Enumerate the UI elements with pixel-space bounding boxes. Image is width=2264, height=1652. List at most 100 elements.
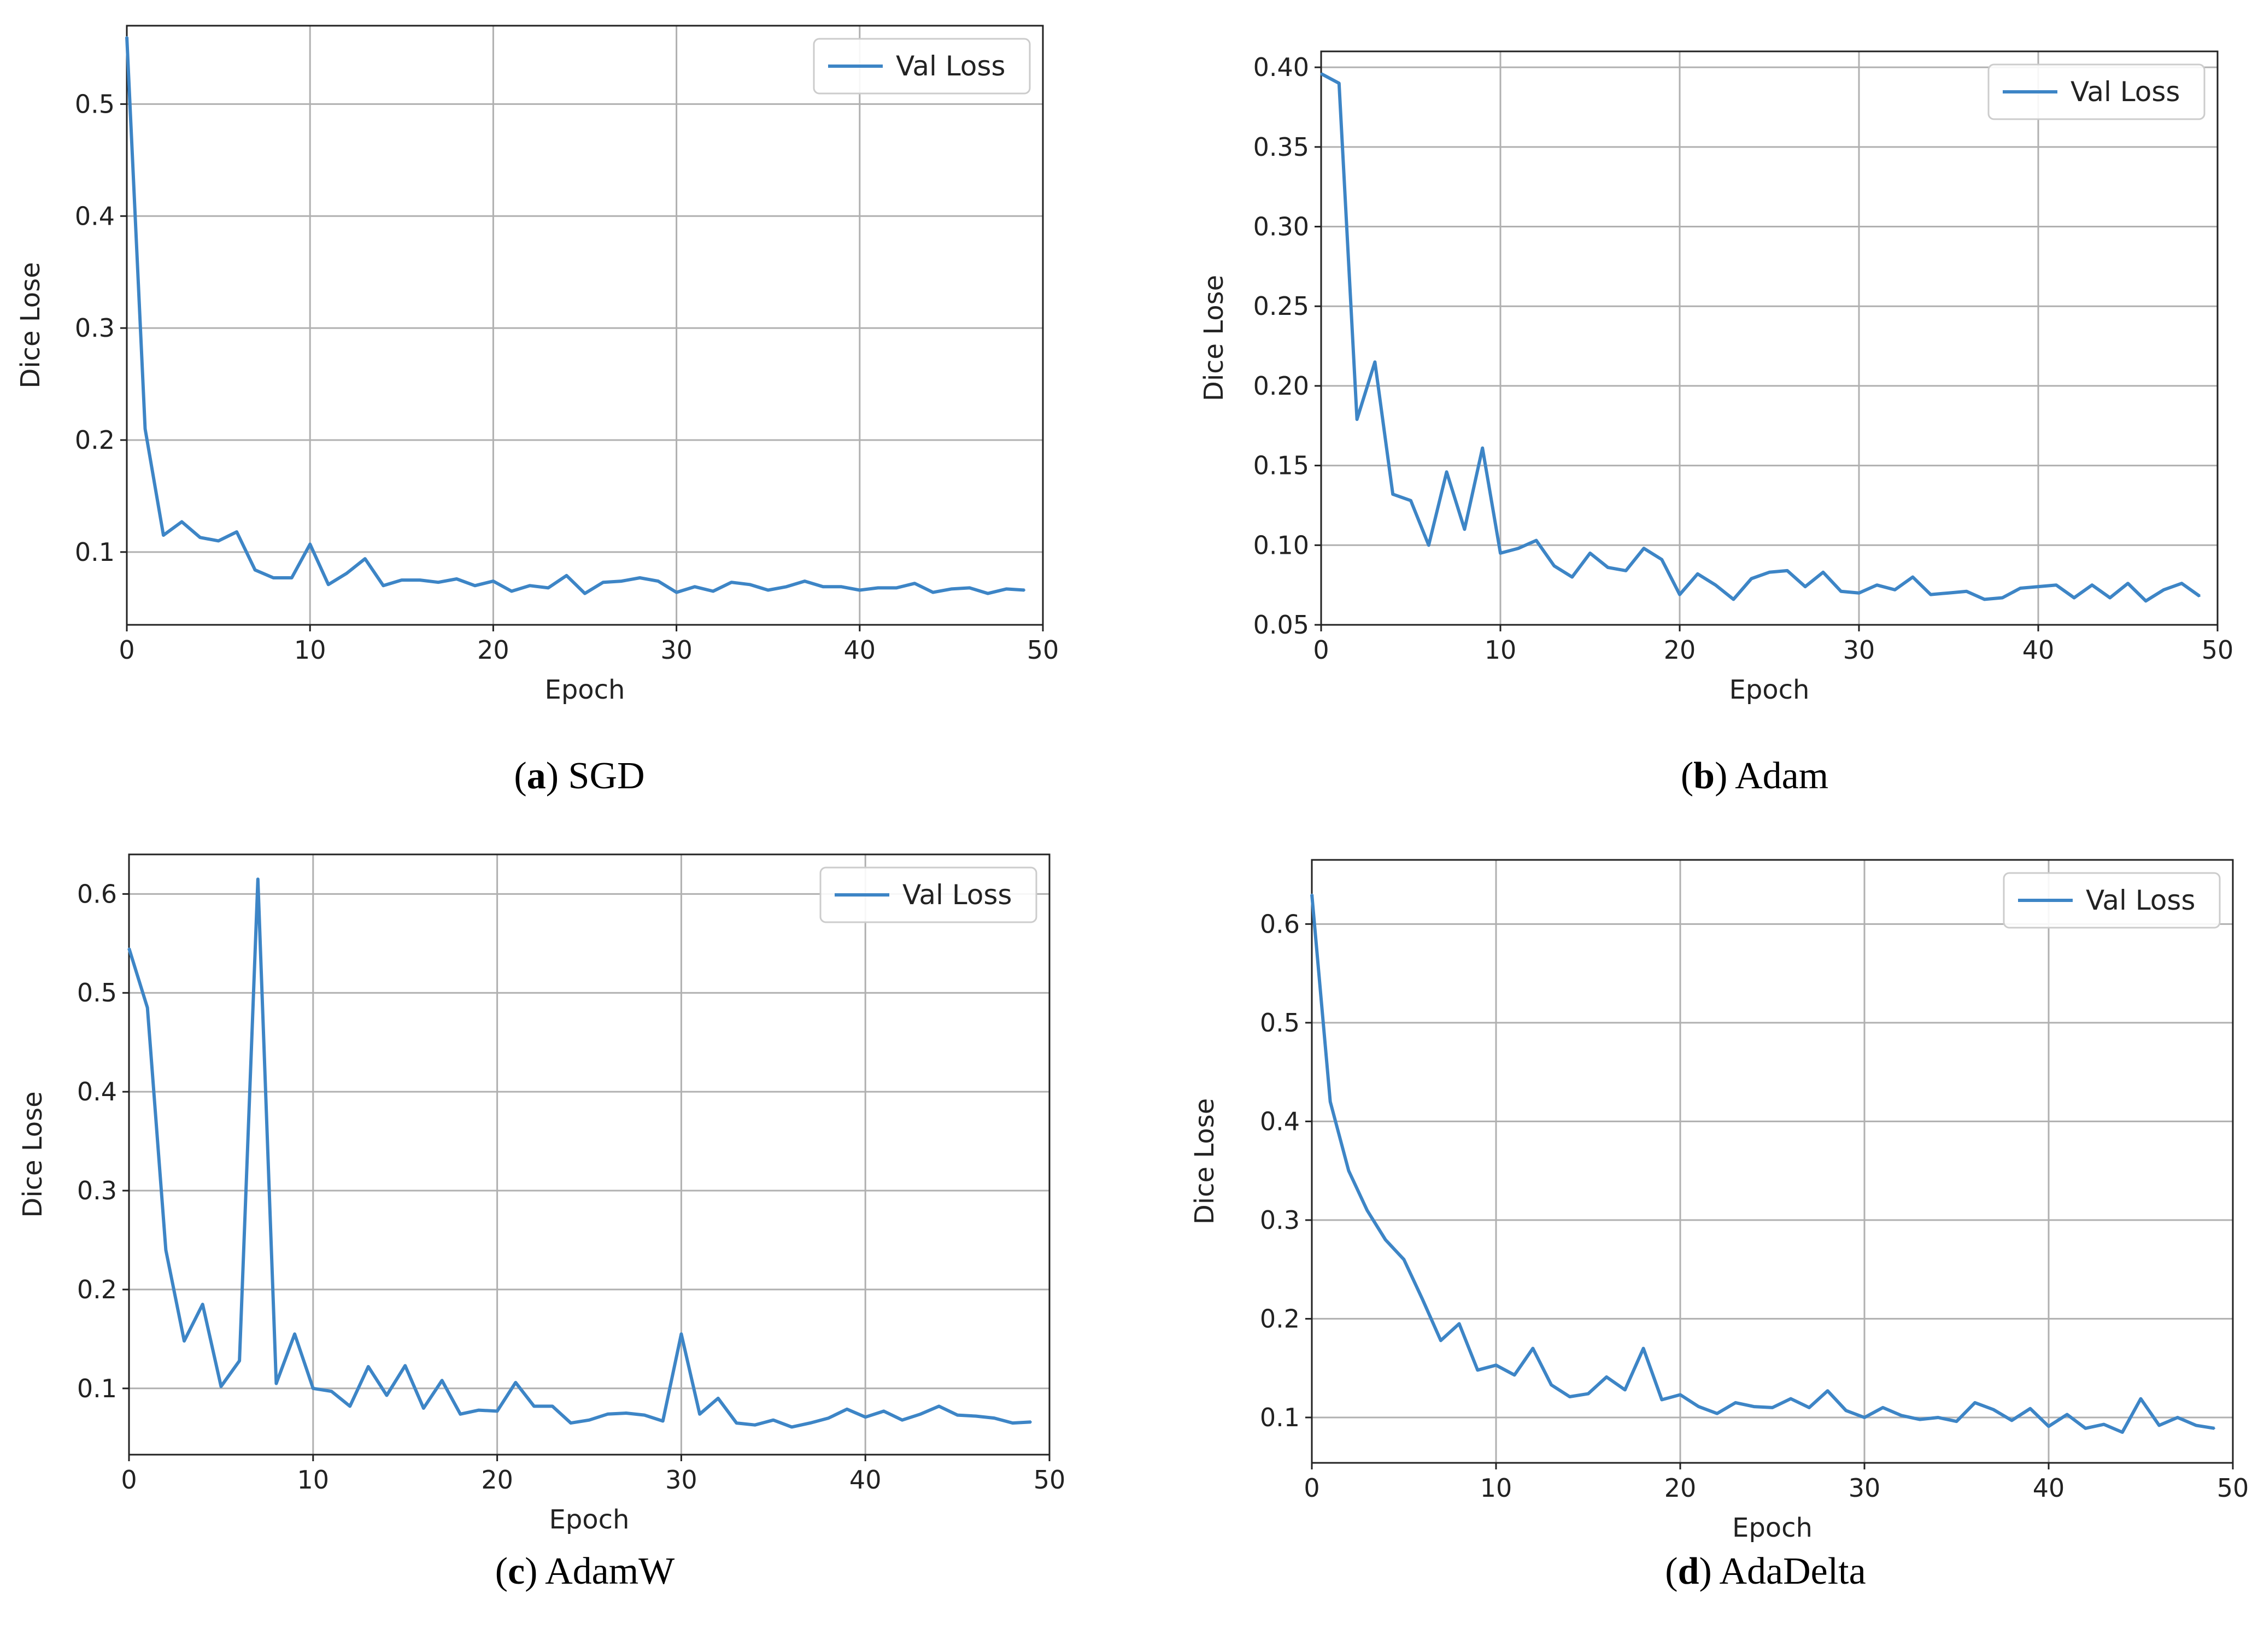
data-point-b-26 bbox=[1786, 570, 1788, 572]
data-point-a-49 bbox=[1023, 589, 1025, 591]
data-point-d-10 bbox=[1495, 1364, 1497, 1366]
data-point-d-34 bbox=[1937, 1416, 1939, 1419]
data-point-c-35 bbox=[772, 1419, 775, 1421]
data-point-a-3 bbox=[181, 521, 183, 523]
data-point-c-44 bbox=[938, 1405, 940, 1407]
data-point-c-45 bbox=[957, 1414, 959, 1416]
data-point-b-44 bbox=[2109, 596, 2111, 599]
data-point-a-43 bbox=[913, 582, 916, 584]
data-point-b-46 bbox=[2145, 600, 2147, 602]
data-point-a-46 bbox=[969, 587, 971, 589]
data-point-b-1 bbox=[1338, 82, 1340, 84]
data-point-c-6 bbox=[238, 1360, 241, 1362]
data-point-b-48 bbox=[2180, 582, 2183, 584]
data-point-d-26 bbox=[1790, 1398, 1792, 1400]
data-point-a-44 bbox=[932, 591, 934, 594]
caption-a-letter: a bbox=[526, 755, 546, 797]
data-point-d-45 bbox=[2140, 1398, 2142, 1400]
ytick-label-a-2: 0.3 bbox=[75, 313, 115, 343]
data-point-c-34 bbox=[754, 1424, 756, 1426]
data-point-a-6 bbox=[236, 531, 238, 533]
data-point-a-18 bbox=[455, 578, 458, 580]
data-point-d-42 bbox=[2084, 1427, 2086, 1430]
data-point-a-1 bbox=[144, 427, 146, 430]
data-point-c-48 bbox=[1012, 1422, 1014, 1424]
xtick-label-b-3: 30 bbox=[1843, 635, 1875, 665]
data-point-d-15 bbox=[1587, 1393, 1589, 1395]
data-point-c-11 bbox=[330, 1390, 332, 1392]
data-point-d-6 bbox=[1421, 1298, 1423, 1300]
caption-b: (b) Adam bbox=[1680, 755, 1829, 797]
data-point-c-24 bbox=[570, 1422, 572, 1424]
data-point-d-36 bbox=[1974, 1402, 1976, 1404]
ytick-label-b-0: 0.05 bbox=[1253, 610, 1309, 640]
data-point-d-7 bbox=[1440, 1339, 1442, 1341]
data-point-d-18 bbox=[1643, 1348, 1645, 1350]
data-point-d-3 bbox=[1366, 1209, 1368, 1211]
ytick-label-c-4: 0.5 bbox=[77, 978, 117, 1007]
plot-frame-c bbox=[128, 853, 1051, 1456]
plot-frame-a bbox=[126, 25, 1044, 626]
plot-frame-d bbox=[1311, 859, 2234, 1464]
data-point-d-39 bbox=[2029, 1408, 2031, 1410]
data-point-c-20 bbox=[496, 1410, 498, 1412]
data-point-c-17 bbox=[441, 1379, 443, 1381]
data-point-c-32 bbox=[717, 1397, 719, 1399]
data-point-d-37 bbox=[1992, 1409, 1995, 1411]
data-point-b-17 bbox=[1625, 570, 1627, 572]
data-point-b-16 bbox=[1607, 566, 1609, 569]
data-point-d-20 bbox=[1679, 1393, 1681, 1396]
xtick-label-c-0: 0 bbox=[121, 1465, 137, 1495]
ytick-label-b-7: 0.40 bbox=[1253, 52, 1309, 82]
data-point-a-39 bbox=[840, 585, 842, 588]
data-point-a-19 bbox=[474, 584, 476, 587]
data-point-c-5 bbox=[220, 1385, 222, 1387]
data-point-a-31 bbox=[694, 585, 696, 588]
data-point-b-0 bbox=[1320, 73, 1322, 75]
ytick-label-a-3: 0.4 bbox=[75, 201, 115, 231]
data-point-a-40 bbox=[859, 589, 861, 591]
xtick-label-d-3: 30 bbox=[1849, 1473, 1881, 1503]
chart-a: 0 10 20 30 40 50 0.1 0.2 0.3 0.4 0.5 Epoch Dice Lose… bbox=[15, 25, 1059, 705]
xtick-label-d-4: 40 bbox=[2033, 1473, 2065, 1503]
data-point-b-14 bbox=[1571, 576, 1573, 578]
data-point-a-15 bbox=[401, 579, 403, 581]
ylabel-b: Dice Lose bbox=[1199, 275, 1229, 401]
data-point-b-45 bbox=[2127, 582, 2129, 584]
data-point-b-35 bbox=[1948, 592, 1950, 594]
xtick-label-c-1: 10 bbox=[297, 1465, 330, 1495]
xtick-label-a-3: 30 bbox=[660, 635, 693, 665]
data-point-d-43 bbox=[2103, 1423, 2105, 1426]
data-point-d-13 bbox=[1550, 1384, 1552, 1386]
data-point-b-19 bbox=[1661, 559, 1663, 561]
data-point-b-34 bbox=[1929, 594, 1932, 596]
data-point-c-18 bbox=[459, 1413, 461, 1415]
data-point-a-35 bbox=[767, 589, 769, 591]
data-point-a-24 bbox=[565, 575, 567, 577]
data-point-c-2 bbox=[165, 1249, 167, 1251]
ylabel-a: Dice Lose bbox=[15, 262, 46, 388]
xtick-label-b-0: 0 bbox=[1313, 635, 1329, 665]
legend-box-b bbox=[1987, 63, 2206, 120]
series-line-a-0 bbox=[125, 37, 1025, 595]
data-point-d-31 bbox=[1882, 1407, 1884, 1409]
caption-c-text: AdamW bbox=[545, 1550, 675, 1592]
xlabel-b: Epoch bbox=[1729, 675, 1810, 705]
data-point-a-11 bbox=[327, 583, 330, 585]
data-point-a-27 bbox=[620, 580, 623, 582]
data-point-c-37 bbox=[809, 1422, 811, 1424]
data-point-d-32 bbox=[1900, 1414, 1902, 1416]
data-point-a-17 bbox=[437, 581, 439, 583]
data-point-d-0 bbox=[1311, 893, 1313, 895]
data-point-c-40 bbox=[864, 1416, 866, 1418]
data-point-b-30 bbox=[1858, 592, 1860, 594]
xtick-label-d-2: 20 bbox=[1664, 1473, 1697, 1503]
ytick-label-d-3: 0.4 bbox=[1260, 1106, 1300, 1136]
data-point-d-29 bbox=[1845, 1409, 1847, 1411]
data-point-c-25 bbox=[588, 1419, 590, 1421]
xtick-label-b-2: 20 bbox=[1664, 635, 1696, 665]
series-line-b-0 bbox=[1320, 72, 2201, 603]
data-point-c-33 bbox=[735, 1422, 737, 1424]
ytick-label-d-5: 0.6 bbox=[1260, 909, 1300, 939]
